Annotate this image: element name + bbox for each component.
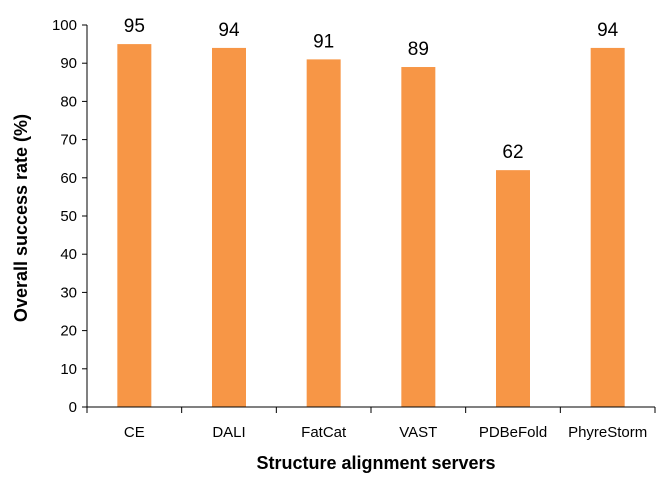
data-label: 62 (502, 142, 523, 163)
x-category-label: PhyreStorm (568, 424, 647, 441)
data-label: 91 (313, 31, 334, 52)
y-tick-label: 30 (60, 284, 77, 301)
x-category-label: PDBeFold (479, 424, 547, 441)
x-category-label: CE (124, 424, 145, 441)
bars: 95 94 91 89 62 94 (117, 16, 625, 408)
bar-dali (212, 47, 246, 408)
y-tick-label: 100 (52, 17, 77, 34)
y-tick-label: 50 (60, 208, 77, 225)
bar-pdbefold (496, 170, 530, 407)
bar-vast (401, 67, 436, 408)
x-axis-title: Structure alignment servers (256, 453, 495, 473)
y-axis-ticks: 0 10 20 30 40 50 60 70 80 90 100 (52, 17, 87, 416)
y-tick-label: 70 (60, 132, 77, 149)
y-tick-label: 60 (60, 170, 77, 187)
data-label: 94 (597, 20, 619, 41)
data-label: 95 (124, 16, 145, 37)
y-tick-label: 90 (60, 55, 77, 72)
y-axis-title: Overall success rate (%) (11, 114, 31, 322)
bar-fatcat (306, 59, 341, 407)
x-category-label: VAST (399, 424, 437, 441)
x-axis-ticks: CE DALI FatCat VAST PDBeFold PhyreStorm (86, 407, 656, 441)
y-tick-label: 20 (60, 323, 77, 340)
bar-phyrestorm (590, 47, 625, 408)
x-category-label: FatCat (301, 424, 347, 441)
y-tick-label: 10 (60, 361, 77, 378)
x-category-label: DALI (212, 424, 245, 441)
y-tick-label: 40 (60, 246, 77, 263)
data-label: 94 (218, 20, 240, 41)
bar-ce (117, 44, 152, 407)
data-label: 89 (408, 39, 429, 60)
y-tick-label: 0 (69, 399, 77, 416)
y-tick-label: 80 (60, 93, 77, 110)
